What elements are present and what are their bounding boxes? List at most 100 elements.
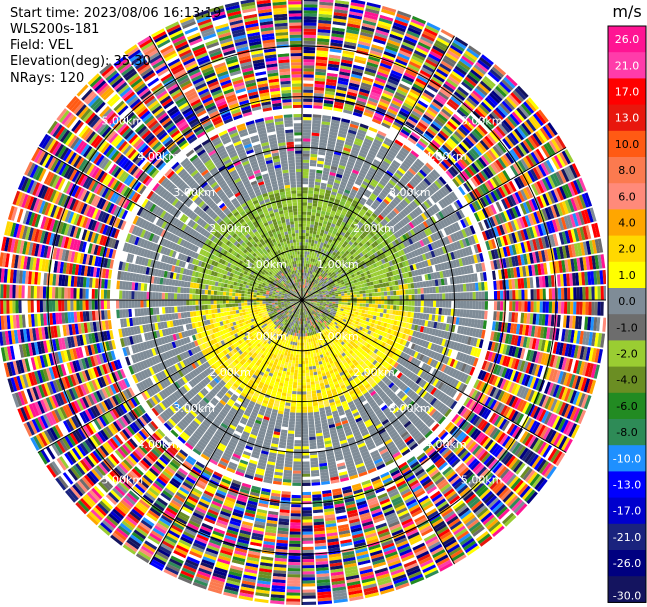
range-gate: [466, 226, 473, 236]
range-gate: [305, 292, 309, 296]
range-gate: [474, 188, 482, 198]
range-gate: [347, 236, 352, 241]
range-gate: [523, 241, 529, 253]
range-gate: [439, 247, 445, 255]
range-gate: [305, 266, 308, 270]
range-gate: [437, 278, 442, 286]
range-gate: [311, 289, 314, 293]
range-gate: [472, 264, 477, 273]
range-gate: [313, 262, 317, 266]
range-gate: [468, 45, 482, 56]
range-gate: [438, 162, 448, 172]
range-gate: [304, 297, 308, 300]
range-gate: [380, 95, 392, 103]
range-gate: [370, 204, 377, 210]
range-gate: [528, 153, 538, 166]
range-gate: [356, 291, 360, 295]
range-gate: [372, 280, 377, 285]
range-gate: [335, 284, 339, 287]
range-gate: [303, 123, 312, 127]
range-gate: [401, 104, 412, 113]
range-gate: [359, 277, 363, 282]
range-gate: [429, 184, 438, 193]
range-gate: [427, 106, 439, 115]
range-gate: [343, 288, 347, 292]
range-gate: [360, 240, 366, 245]
range-gate: [404, 99, 415, 108]
range-gate: [347, 180, 355, 186]
range-gate: [307, 202, 313, 206]
range-gate: [371, 242, 376, 248]
range-gate: [402, 273, 407, 279]
range-gate: [585, 256, 591, 270]
range-gate: [332, 295, 336, 297]
range-gate: [454, 292, 458, 300]
range-gate: [588, 240, 595, 255]
range-gate: [306, 254, 310, 258]
range-gate: [297, 266, 299, 270]
range-gate: [537, 224, 544, 237]
range-gate: [399, 295, 403, 300]
range-gate: [379, 283, 384, 288]
range-gate: [325, 283, 329, 287]
range-gate: [414, 160, 423, 169]
range-gate: [397, 257, 402, 263]
range-gate: [603, 285, 606, 300]
range-gate: [292, 236, 296, 240]
range-gate: [517, 242, 523, 254]
range-gate: [318, 279, 322, 283]
range-gate: [597, 254, 603, 269]
range-gate: [447, 244, 453, 252]
range-gate: [340, 267, 344, 272]
range-gate: [464, 50, 478, 61]
range-gate: [303, 16, 317, 20]
range-gate: [499, 236, 506, 247]
range-gate: [335, 294, 339, 297]
range-gate: [404, 260, 410, 267]
range-gate: [490, 204, 497, 215]
range-gate: [517, 230, 523, 242]
range-gate: [385, 155, 394, 162]
range-gate: [365, 289, 369, 294]
range-gate: [339, 234, 344, 239]
range-gate: [312, 287, 316, 290]
range-gate: [303, 46, 316, 51]
range-gate: [322, 293, 326, 296]
range-gate: [395, 115, 406, 123]
range-gate: [527, 213, 535, 226]
range-gate: [472, 291, 476, 300]
range-gate: [336, 286, 340, 289]
range-gate: [287, 156, 295, 161]
range-gate: [539, 179, 548, 193]
range-gate: [368, 250, 374, 256]
range-gate: [396, 194, 404, 201]
range-gate: [363, 214, 370, 220]
range-gate: [412, 83, 424, 92]
range-gate: [427, 186, 435, 195]
range-gate: [402, 187, 410, 195]
range-gate: [319, 232, 324, 237]
range-gate: [561, 231, 568, 245]
range-gate: [594, 286, 598, 300]
range-gate: [358, 229, 364, 235]
range-gate: [324, 289, 328, 292]
range-gate: [444, 285, 449, 293]
range-gate: [378, 17, 393, 25]
range-gate: [464, 274, 469, 283]
range-gate: [390, 189, 398, 196]
range-gate: [305, 269, 307, 273]
range-gate: [324, 247, 329, 252]
range-gate: [330, 288, 334, 291]
range-gate: [509, 290, 513, 300]
range-gate: [544, 235, 550, 248]
range-gate: [508, 233, 515, 244]
range-gate: [330, 280, 334, 284]
range-gate: [313, 224, 318, 229]
range-gate: [422, 190, 430, 199]
range-gate: [398, 228, 405, 236]
range-gate: [495, 85, 507, 98]
range-gate: [407, 63, 420, 72]
range-gate: [358, 242, 364, 247]
range-gate: [468, 94, 480, 106]
range-gate: [419, 137, 429, 146]
